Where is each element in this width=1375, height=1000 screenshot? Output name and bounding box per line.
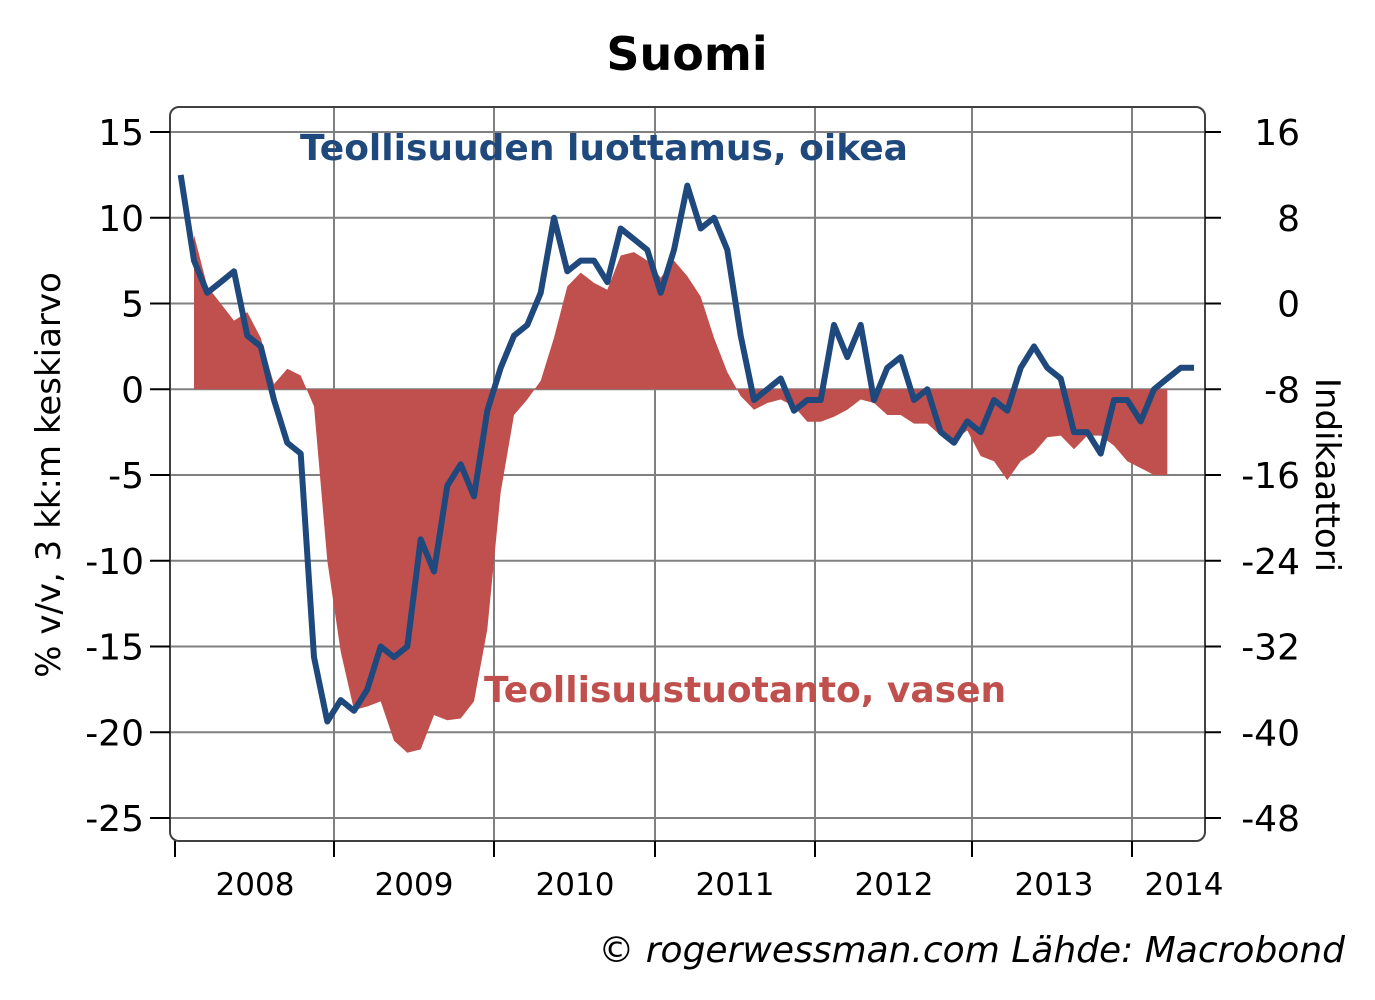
- source-credit: © rogerwessman.com Lähde: Macrobond: [598, 930, 1346, 971]
- left-tick-label: 0: [121, 370, 144, 411]
- right-tick-label: -32: [1241, 628, 1300, 669]
- left-axis-label: % v/v, 3 kk:m keskiarvo: [29, 272, 69, 678]
- x-tick-label: 2012: [855, 867, 934, 903]
- x-tick-label: 2013: [1015, 867, 1094, 903]
- production-area-layer: [194, 234, 1168, 753]
- right-tick-label: 16: [1254, 113, 1300, 154]
- left-tick-label: 5: [121, 285, 144, 326]
- left-tick-label: -20: [85, 713, 144, 754]
- left-tick-label: -15: [85, 628, 144, 669]
- x-tick-label: 2014: [1145, 867, 1224, 903]
- production-series-label: Teollisuustuotanto, vasen: [484, 670, 1006, 711]
- right-axis-label: Indikaattori: [1307, 378, 1347, 572]
- right-tick-label: -24: [1241, 542, 1300, 583]
- axis-ticks: 15 10 5 0 -5 -10 -15 -20 -25 16 8 0 -8 -16 -24 -32 -40 -4…: [85, 113, 1300, 903]
- right-tick-label: -8: [1264, 370, 1300, 411]
- x-tick-label: 2009: [375, 867, 454, 903]
- confidence-line-layer: [177, 174, 1194, 725]
- production-area: [194, 234, 1168, 753]
- right-tick-label: -40: [1241, 713, 1300, 754]
- confidence-line: [177, 174, 1194, 725]
- right-tick-label: 8: [1277, 199, 1300, 240]
- left-tick-label: 15: [98, 113, 144, 154]
- right-tick-label: -48: [1241, 799, 1300, 840]
- x-tick-label: 2011: [696, 867, 775, 903]
- confidence-series-label: Teollisuuden luottamus, oikea: [300, 128, 908, 169]
- left-tick-label: -25: [85, 799, 144, 840]
- x-tick-label: 2010: [536, 867, 615, 903]
- right-tick-label: -16: [1241, 456, 1300, 497]
- left-tick-label: -10: [85, 542, 144, 583]
- right-tick-label: 0: [1277, 285, 1300, 326]
- left-tick-label: -5: [108, 456, 144, 497]
- chart-title: Suomi: [606, 27, 767, 81]
- x-tick-label: 2008: [216, 867, 295, 903]
- left-tick-label: 10: [98, 199, 144, 240]
